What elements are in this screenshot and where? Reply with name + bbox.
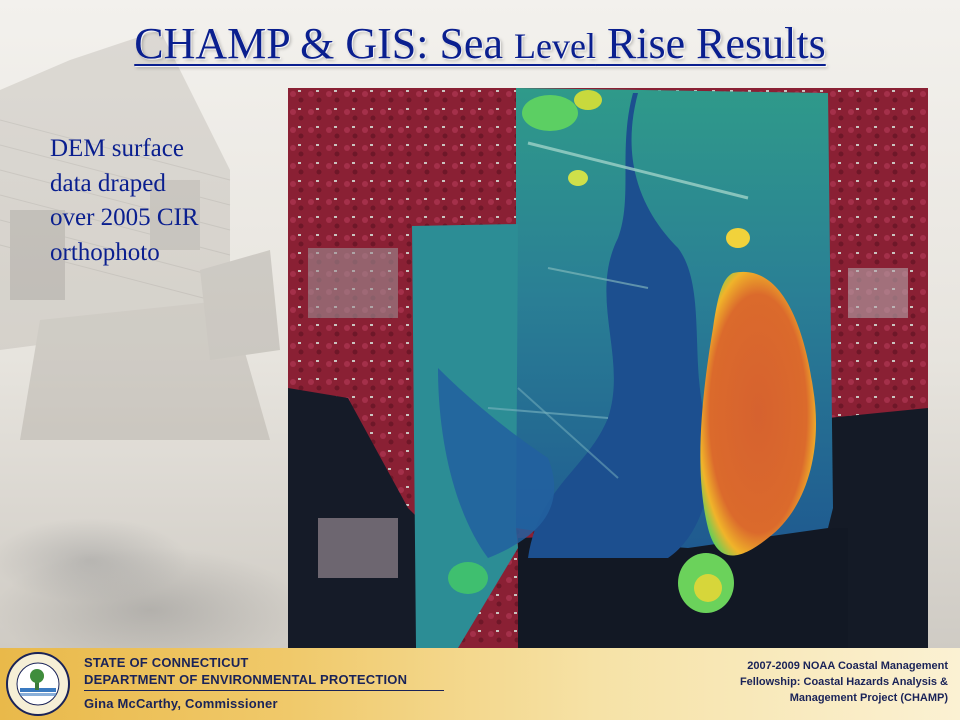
agency-commissioner: Gina McCarthy, Commissioner <box>84 696 278 711</box>
dem-orthophoto-map <box>288 88 928 648</box>
agency-department: DEPARTMENT OF ENVIRONMENTAL PROTECTION <box>84 672 408 687</box>
title-part-3: Rise Results <box>595 19 826 68</box>
map-caption: DEM surface data draped over 2005 CIR or… <box>50 132 250 270</box>
fellowship-line: 2007-2009 NOAA Coastal Management <box>747 660 948 672</box>
caption-line: orthophoto <box>50 238 160 266</box>
map-image <box>288 88 928 648</box>
agency-state: STATE OF CONNECTICUT <box>84 655 249 670</box>
title-part-2: Level <box>514 26 596 66</box>
caption-line: DEM surface <box>50 135 184 162</box>
agency-divider <box>84 690 444 691</box>
damaged-house-background-photo <box>0 30 280 440</box>
footer-banner: STATE OF CONNECTICUT DEPARTMENT OF ENVIR… <box>0 648 960 720</box>
dep-seal-logo <box>6 652 70 716</box>
caption-line: data draped <box>50 169 166 197</box>
agency-block: STATE OF CONNECTICUT DEPARTMENT OF ENVIR… <box>84 654 444 712</box>
caption-line: over 2005 CIR <box>50 204 199 231</box>
fellowship-block: 2007-2009 NOAA Coastal Management Fellow… <box>648 658 948 706</box>
fellowship-line: Fellowship: Coastal Hazards Analysis & <box>739 676 948 688</box>
slide-title: CHAMP & GIS: Sea Level Rise Results <box>0 18 960 69</box>
title-part-1: CHAMP & GIS: Sea <box>134 19 514 68</box>
fellowship-line: Management Project (CHAMP) <box>789 692 948 704</box>
